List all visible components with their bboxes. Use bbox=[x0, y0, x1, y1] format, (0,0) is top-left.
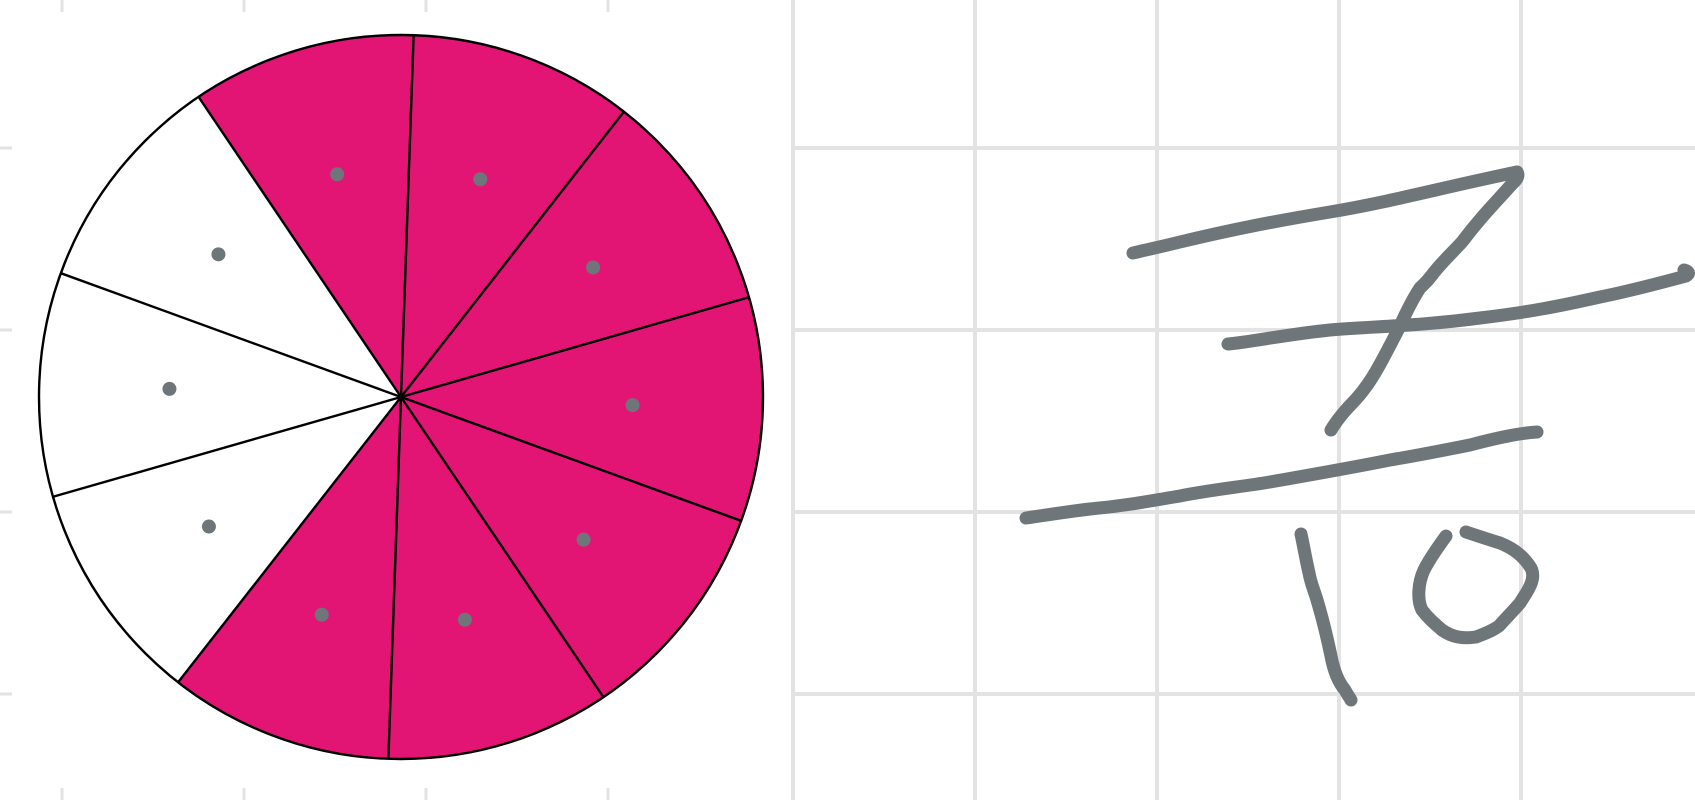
unshaded-sector[interactable] bbox=[53, 397, 402, 683]
shaded-sector[interactable] bbox=[401, 35, 624, 397]
fraction-bar-stroke bbox=[1019, 425, 1544, 525]
handwritten-fraction: 7 10 bbox=[1019, 165, 1695, 707]
sector-divider-line bbox=[52, 395, 402, 498]
sector-marker-dot[interactable] bbox=[201, 519, 216, 534]
seven-cross-stroke bbox=[1221, 263, 1695, 351]
denominator-ten-strokes: 10 bbox=[1294, 525, 1540, 707]
digit-one-stroke bbox=[1294, 527, 1358, 707]
denominator-text: 10 bbox=[1330, 559, 1332, 561]
sector-marker-dot[interactable] bbox=[625, 398, 640, 413]
shaded-sector[interactable] bbox=[401, 397, 742, 698]
seven-diagonal-stroke bbox=[1324, 165, 1525, 437]
sector-divider-line bbox=[399, 35, 415, 398]
grid-background bbox=[791, 0, 1695, 800]
sector-divider-line bbox=[387, 396, 403, 759]
fraction-circle[interactable] bbox=[37, 33, 765, 761]
sector-divider-line bbox=[400, 395, 742, 522]
sector-divider-line bbox=[400, 296, 750, 399]
sector-marker-dot[interactable] bbox=[457, 612, 472, 627]
sector-divider-line bbox=[400, 396, 605, 698]
seven-top-bar-stroke bbox=[1126, 165, 1524, 260]
sector-marker-dot[interactable] bbox=[586, 260, 601, 275]
sector-marker-dot[interactable] bbox=[162, 381, 177, 396]
sector-marker-dot[interactable] bbox=[330, 167, 345, 182]
sector-marker-dot[interactable] bbox=[211, 247, 226, 262]
sector-divider-line bbox=[197, 96, 402, 398]
circle-outline bbox=[37, 33, 765, 761]
shaded-sector[interactable] bbox=[388, 397, 604, 760]
sector-marker-dot[interactable] bbox=[314, 607, 329, 622]
shaded-sector[interactable] bbox=[401, 297, 764, 521]
sector-divider-line bbox=[177, 396, 402, 683]
sector-divider-line bbox=[400, 111, 625, 398]
unshaded-sector[interactable] bbox=[60, 96, 401, 397]
unshaded-sector[interactable] bbox=[38, 273, 401, 497]
shaded-sector[interactable] bbox=[198, 34, 414, 397]
sector-marker-dot[interactable] bbox=[473, 172, 488, 187]
digit-zero-stroke bbox=[1412, 525, 1540, 645]
numerator-seven-strokes: 7 bbox=[1126, 165, 1695, 437]
shaded-sector[interactable] bbox=[401, 111, 749, 398]
sector-marker-dot[interactable] bbox=[576, 532, 591, 547]
numerator-text: 7 bbox=[1330, 299, 1331, 301]
left-panel-ticks bbox=[0, 0, 610, 800]
sector-divider-line bbox=[60, 272, 402, 399]
shaded-sector[interactable] bbox=[178, 397, 401, 759]
